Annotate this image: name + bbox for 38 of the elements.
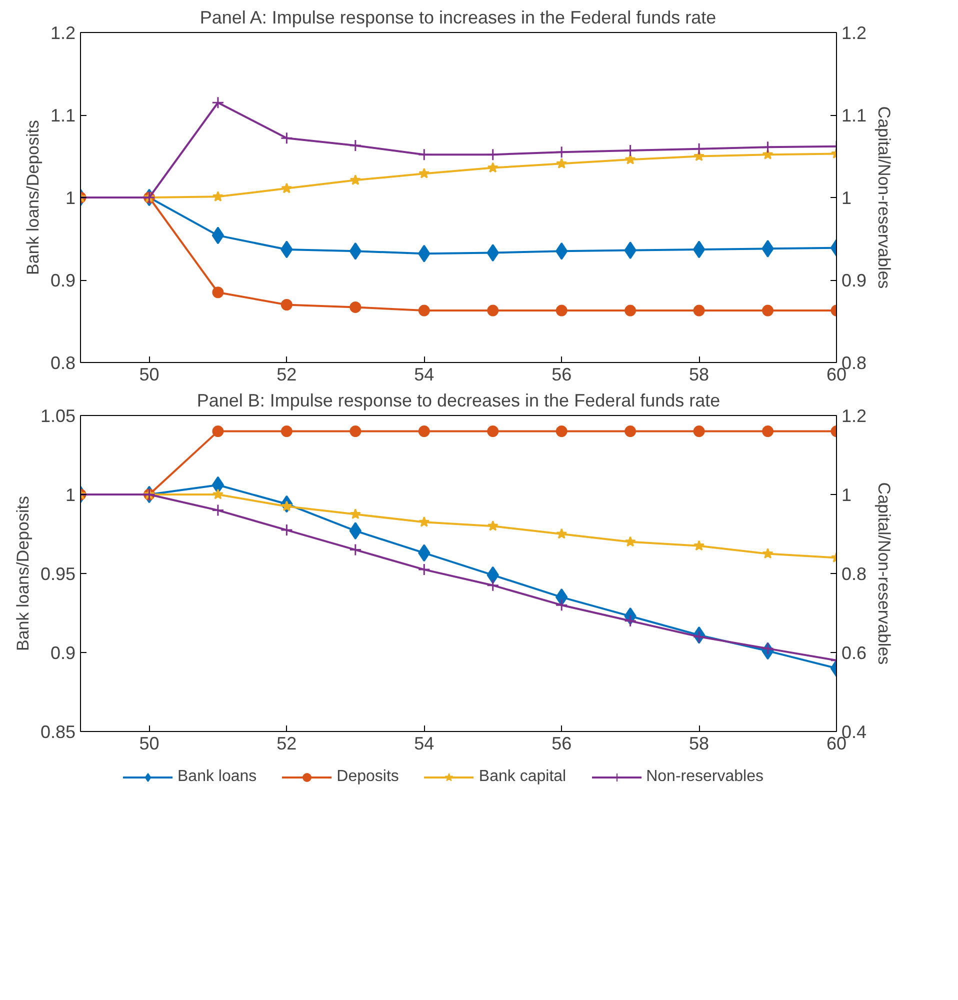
legend-label: Non-reservables <box>646 768 764 786</box>
y-tick-label: 1.1 <box>50 106 76 126</box>
x-tick-label: 54 <box>414 734 434 754</box>
x-tick-label: 56 <box>552 364 572 384</box>
y-tick-label: 0.9 <box>50 270 76 290</box>
x-tick-label: 50 <box>139 734 160 754</box>
x-tick-label: 52 <box>276 364 297 384</box>
y2-axis-title: Capital/Non-reservables <box>874 106 894 289</box>
legend-label: Bank loans <box>178 768 257 786</box>
legend-label: Deposits <box>336 768 399 786</box>
y-tick-label: 0.95 <box>40 564 76 584</box>
y2-tick-label: 1.1 <box>842 106 867 126</box>
y2-tick-label: 1 <box>842 485 852 505</box>
y-tick-label: 0.8 <box>50 353 76 373</box>
y-tick-label: 1 <box>65 485 76 505</box>
y2-tick-label: 0.6 <box>842 643 867 663</box>
y-tick-label: 1.2 <box>50 23 76 43</box>
x-tick-label: 52 <box>276 734 297 754</box>
x-tick-label: 56 <box>552 734 572 754</box>
y-tick-label: 0.85 <box>40 722 76 742</box>
y2-tick-label: 1.2 <box>842 406 867 426</box>
y-tick-label: 1.05 <box>40 406 76 426</box>
y-axis-title: Bank loans/Deposits <box>23 120 42 275</box>
y-tick-label: 1 <box>65 188 76 208</box>
legend-label: Bank capital <box>478 768 566 786</box>
y2-axis-title: Capital/Non-reservables <box>874 482 894 665</box>
y-tick-label: 0.9 <box>50 643 76 663</box>
x-tick-label: 58 <box>689 364 710 384</box>
chart-title: Panel B: Impulse response to decreases in the Federal funds rate <box>196 390 720 410</box>
y2-tick-label: 0.8 <box>842 564 867 584</box>
chart-title: Panel A: Impulse response to increases in the Federal funds rate <box>200 8 716 28</box>
x-tick-label: 58 <box>689 734 710 754</box>
y2-tick-label: 0.9 <box>842 270 867 290</box>
y2-tick-label: 1 <box>842 188 852 208</box>
y-axis-title: Bank loans/Deposits <box>13 496 32 651</box>
x-tick-label: 50 <box>139 364 160 384</box>
y2-tick-label: 1.2 <box>842 23 867 43</box>
x-tick-label: 54 <box>414 364 434 384</box>
